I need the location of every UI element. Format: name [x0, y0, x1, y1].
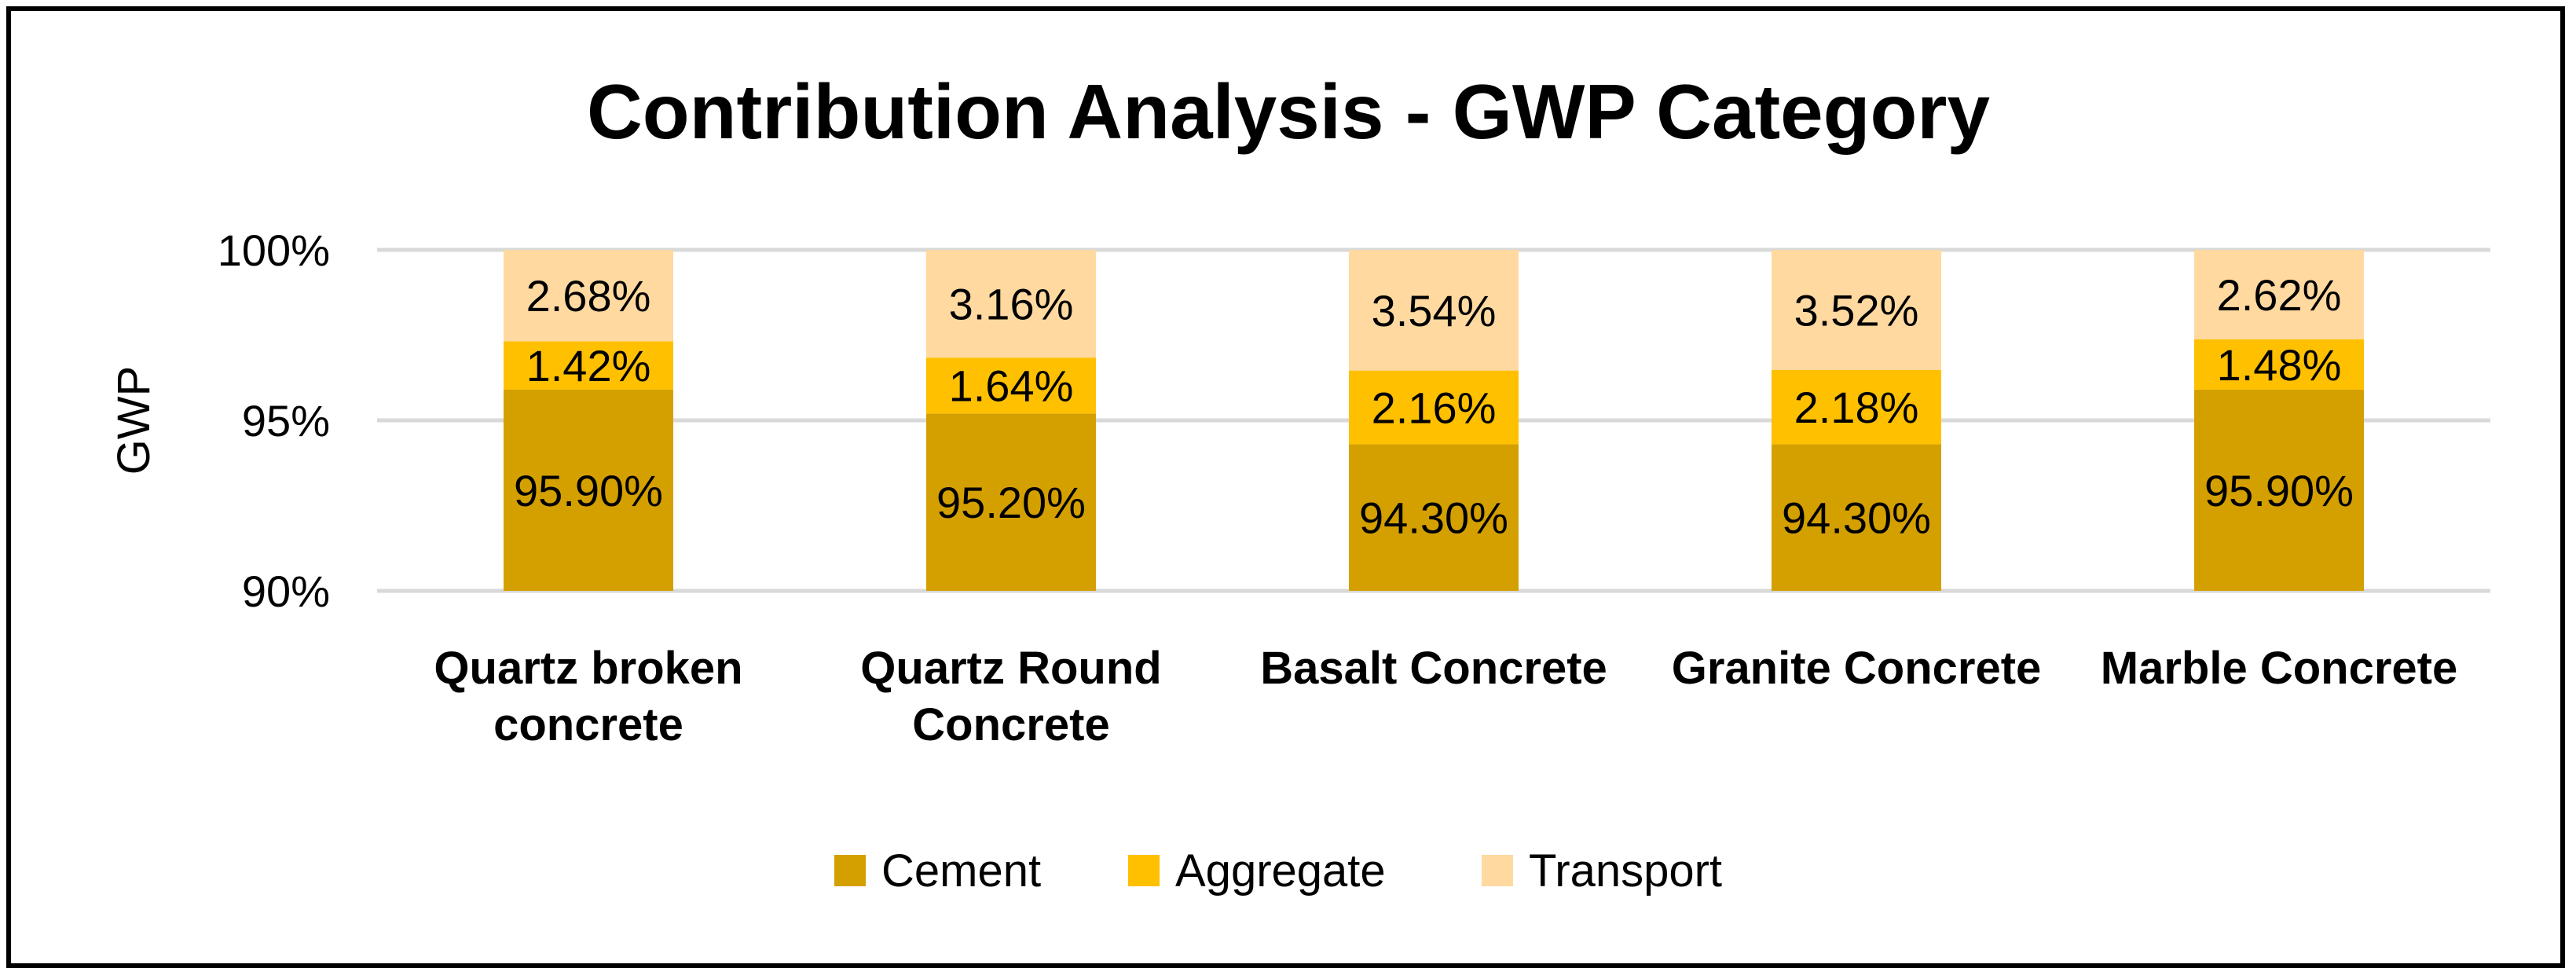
data-label: 95.90%	[2204, 466, 2354, 515]
bar-aggregate	[926, 358, 1096, 414]
bar-aggregate	[1349, 370, 1519, 445]
legend-label-cement: Cement	[881, 845, 1041, 896]
data-label: 2.62%	[2217, 270, 2342, 320]
data-labels: 95.90% 1.42% 2.68% 95.20% 1.64% 3.16% 94.30% 2.…	[514, 270, 2354, 543]
y-tick-label: 95%	[242, 396, 330, 446]
data-label: 3.52%	[1794, 285, 1919, 335]
chart-title: Contribution Analysis - GWP Category	[587, 68, 1990, 155]
legend: Cement Aggregate Transport	[834, 845, 1722, 896]
y-axis-ticks: 90% 95% 100%	[218, 226, 330, 616]
x-category-label: Basalt Concrete	[1260, 643, 1607, 694]
chart-frame	[6, 6, 2565, 968]
data-label: 94.30%	[1782, 493, 1931, 543]
y-tick-label: 90%	[242, 566, 330, 616]
bar-cement	[1772, 444, 1941, 591]
bar-cement	[504, 389, 673, 591]
bar-aggregate	[1772, 369, 1941, 445]
x-category-label: Granite Concrete	[1672, 643, 2042, 694]
bar-transport	[1772, 250, 1941, 370]
data-label: 2.18%	[1794, 383, 1919, 432]
data-label: 95.90%	[514, 466, 663, 515]
legend-swatch-transport	[1482, 855, 1513, 886]
bar-transport	[926, 250, 1096, 358]
y-axis-title: GWP	[108, 366, 159, 475]
x-category-label: Quartz Round	[860, 643, 1161, 694]
legend-label-aggregate: Aggregate	[1175, 845, 1386, 896]
data-label: 94.30%	[1359, 493, 1508, 543]
bar-aggregate	[2194, 339, 2364, 390]
data-label: 1.48%	[2217, 340, 2342, 390]
y-tick-label: 100%	[218, 226, 330, 275]
bar-aggregate	[504, 341, 673, 390]
data-label: 2.16%	[1372, 383, 1497, 433]
bar-cement	[1349, 444, 1519, 591]
data-label: 1.64%	[949, 361, 1074, 411]
legend-swatch-aggregate	[1128, 855, 1160, 886]
x-category-label: Marble Concrete	[2101, 643, 2457, 694]
bar-cement	[2194, 389, 2364, 591]
data-label: 3.54%	[1372, 286, 1497, 336]
bar-transport	[2194, 250, 2364, 339]
x-category-label: Concrete	[912, 699, 1109, 750]
bar-transport	[1349, 250, 1519, 371]
bar-transport	[504, 250, 673, 342]
x-category-label: concrete	[493, 699, 683, 750]
data-label: 3.16%	[949, 280, 1074, 329]
bars	[504, 250, 2364, 591]
legend-label-transport: Transport	[1529, 845, 1722, 896]
x-category-label: Quartz broken	[434, 643, 742, 694]
data-label: 1.42%	[526, 341, 651, 390]
data-label: 95.20%	[936, 478, 1086, 527]
data-label: 2.68%	[526, 271, 651, 321]
bar-cement	[926, 413, 1096, 591]
legend-swatch-cement	[834, 855, 866, 886]
